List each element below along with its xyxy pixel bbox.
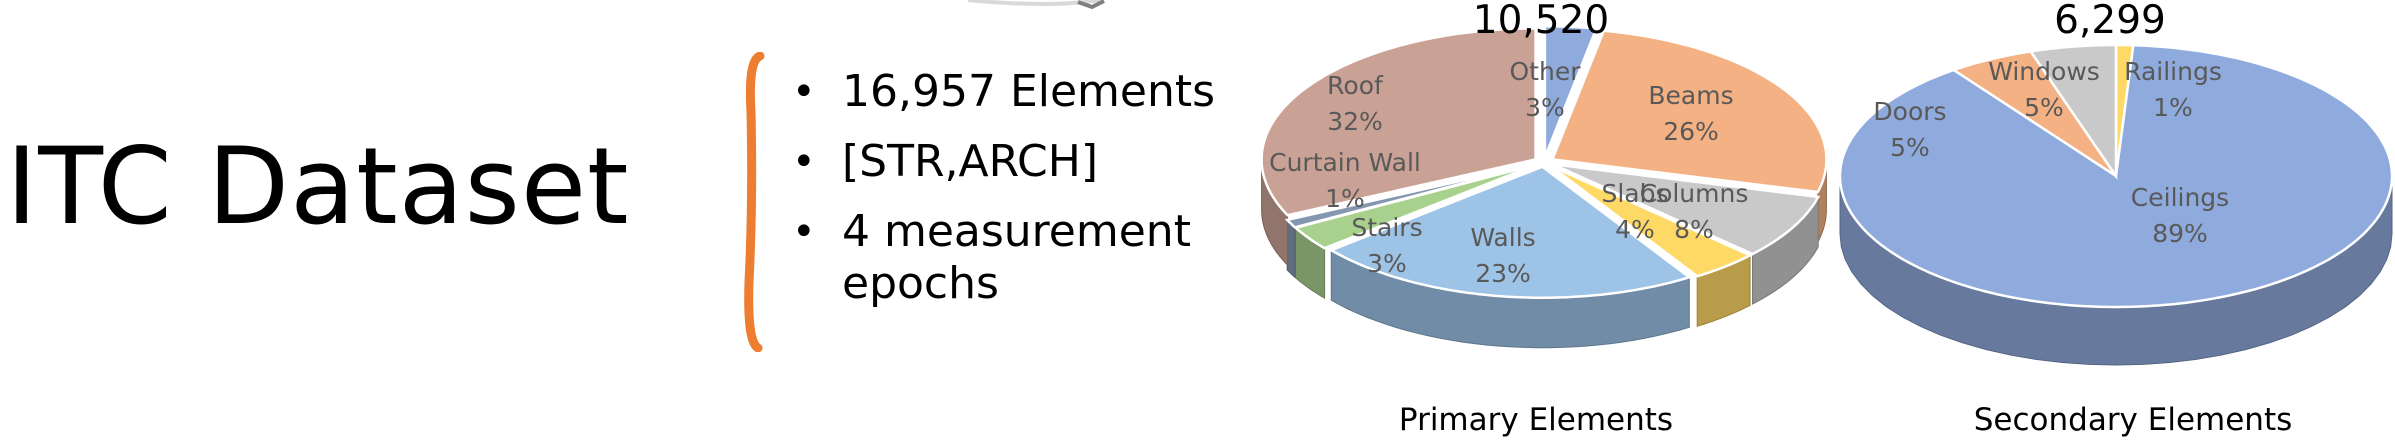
pie-slice-slabs [1549,164,1754,278]
slice-value-other: 3% [1525,93,1565,122]
slice-value-beams: 26% [1663,117,1719,146]
slice-label-railings: Railings [2124,57,2222,86]
pie-slice-roof [1260,27,1537,217]
slice-value-ceilings: 89% [2152,219,2208,248]
orange-bracket [744,52,765,352]
pie-slice-columns [1552,163,1821,256]
slice-label-roof: Roof [1327,71,1384,100]
bullet-item: • 16,957 Elements [792,66,1216,117]
slice-value-curtain-wall: 1% [1325,184,1365,213]
slice-label-curtain-wall: Curtain Wall [1269,148,1421,177]
decorative-arc-dark [1077,0,1105,10]
slice-value-stairs: 3% [1367,249,1407,278]
bullet-dot-icon: • [792,209,816,255]
slice-label-ceilings: Ceilings [2131,183,2229,212]
slice-value-walls: 23% [1475,259,1531,288]
pie-slice-beams [1550,29,1828,194]
slice-label-doors: Doors [1873,97,1946,126]
slice-value-windows: 5% [2024,93,2064,122]
slice-value-slabs: 4% [1615,215,1655,244]
slice-label-columns: Columns [1640,179,1749,208]
slide-title: ITC Dataset [6,125,630,248]
pie-chart-primary-elements: Other 3% Beams 26% Columns 8%Slabs 4% Walls 23% S… [1260,0,1828,438]
chart-total-label: 10,520 [1473,0,1609,43]
slice-value-roof: 32% [1327,107,1383,136]
bullet-dot-icon: • [792,139,816,185]
slice-value-railings: 1% [2153,93,2193,122]
bullet-item: • 4 measurement epochs [792,206,1191,309]
bullet-list: • 16,957 Elements • [STR,ARCH] • 4 measurem… [792,66,1272,328]
slice-value-columns: 8% [1674,215,1714,244]
bullet-item: • [STR,ARCH] [792,136,1098,187]
chart-total-label: 6,299 [2054,0,2166,43]
slice-label-slabs: Slabs [1601,179,1668,208]
pie-slice-doors [1950,50,2118,178]
pie-slice-other [1543,24,1599,158]
pie-slice-walls [1328,165,1693,299]
slice-label-windows: Windows [1988,57,2100,86]
slice-value-doors: 5% [1890,133,1930,162]
pie-side-curtain-wall [1286,218,1296,279]
pie-slice-windows [2028,43,2118,181]
pie-slice-curtain-wall [1284,162,1536,229]
pie-chart-secondary-elements: Railings 1% Ceilings 89% Doors 5% Windows 5% 6,2… [1838,0,2394,438]
slice-label-stairs: Stairs [1351,213,1422,242]
slice-label-beams: Beams [1648,81,1733,110]
slice-label-other: Other [1510,57,1582,86]
chart-caption: Primary Elements [1399,402,1673,438]
decorative-arc [967,0,1101,6]
bullet-dot-icon: • [792,69,816,115]
pie-slice-stairs [1292,163,1537,250]
chart-caption: Secondary Elements [1974,402,2293,438]
slice-label-walls: Walls [1470,223,1535,252]
